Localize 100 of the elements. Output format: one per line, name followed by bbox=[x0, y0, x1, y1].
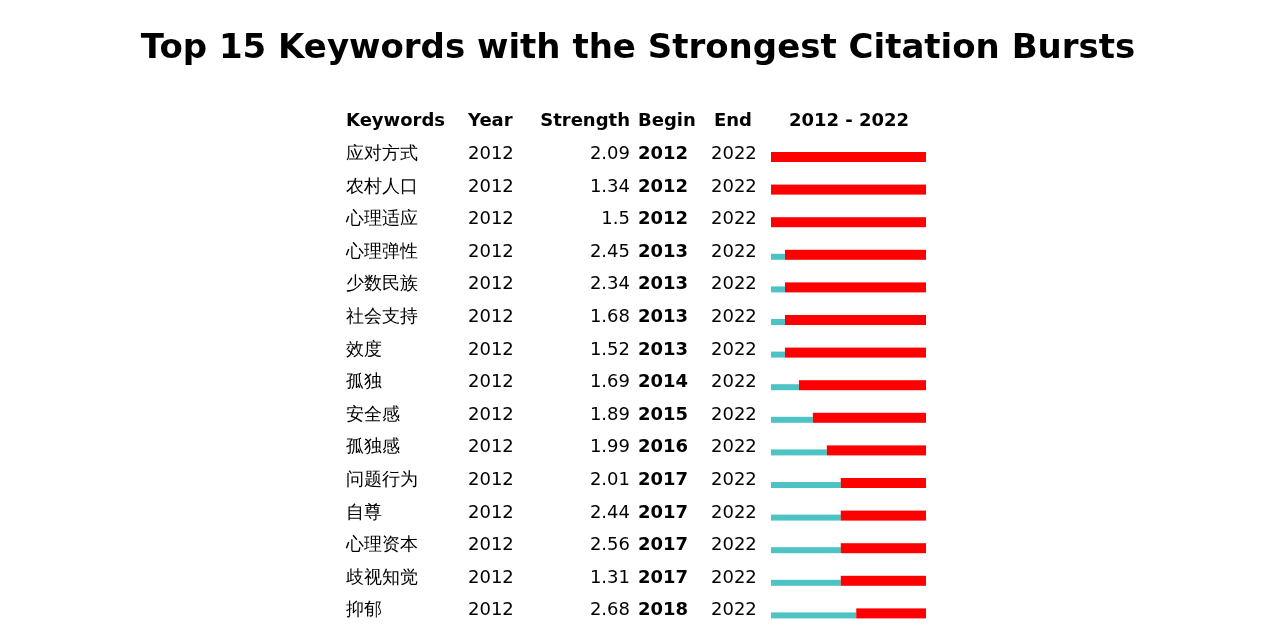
bar bbox=[771, 286, 785, 293]
text: End bbox=[714, 109, 752, 130]
y-tick-label: 心理弹性 bbox=[345, 239, 418, 261]
text: 1.5 bbox=[601, 207, 630, 229]
text: 2017 bbox=[638, 468, 689, 489]
text: 2014 bbox=[638, 370, 689, 392]
text: 2022 bbox=[711, 239, 757, 261]
bar bbox=[784, 315, 926, 325]
text: 2012 bbox=[468, 239, 514, 261]
y-tick-label: 农村人口 bbox=[346, 174, 418, 196]
bar bbox=[840, 510, 926, 521]
text: 2012 bbox=[468, 337, 514, 359]
bar bbox=[840, 478, 926, 488]
bar bbox=[840, 575, 926, 586]
bar bbox=[771, 514, 841, 521]
bar bbox=[771, 612, 857, 619]
y-tick-label: 安全感 bbox=[346, 402, 400, 424]
y-tick-label: 应对方式 bbox=[346, 142, 418, 163]
text: 1.31 bbox=[589, 565, 630, 587]
x-axis-title: 2012 - 2022 bbox=[788, 109, 910, 130]
text: 2022 bbox=[711, 533, 757, 555]
text: 2012 bbox=[638, 174, 689, 196]
text: 1.34 bbox=[589, 174, 630, 196]
text: 2012 bbox=[468, 174, 514, 196]
text: 2012 bbox=[638, 142, 689, 163]
text: 2012 bbox=[468, 533, 514, 555]
text: 1.68 bbox=[589, 305, 630, 326]
text: 2012 bbox=[468, 305, 514, 326]
text: 2022 bbox=[711, 207, 757, 229]
text: 2017 bbox=[638, 565, 689, 587]
text: 2012 bbox=[468, 565, 514, 587]
y-tick-label: 心理适应 bbox=[345, 207, 418, 229]
bar bbox=[771, 579, 841, 586]
text: 2022 bbox=[711, 174, 757, 196]
text: 2012 bbox=[468, 435, 514, 457]
text: 2012 bbox=[468, 468, 514, 489]
text: 2022 bbox=[711, 402, 757, 424]
text: 2017 bbox=[638, 533, 689, 555]
bar bbox=[771, 253, 785, 260]
text: 2015 bbox=[638, 402, 689, 424]
bar bbox=[840, 543, 926, 554]
bar bbox=[771, 449, 827, 456]
y-tick-label: 社会支持 bbox=[346, 305, 418, 326]
text: 2013 bbox=[638, 337, 689, 359]
text: 2022 bbox=[711, 565, 757, 587]
text: 2022 bbox=[711, 370, 757, 392]
text: 2012 bbox=[468, 402, 514, 424]
text: 1.89 bbox=[589, 402, 630, 424]
text: 2012 bbox=[468, 598, 514, 620]
text: 2022 bbox=[711, 468, 757, 489]
y-tick-label: 效度 bbox=[346, 337, 382, 359]
text: 2022 bbox=[711, 435, 757, 457]
bar bbox=[771, 319, 785, 325]
y-tick-label: 抑郁 bbox=[346, 598, 382, 620]
bar bbox=[826, 445, 926, 456]
text: 2022 bbox=[711, 272, 757, 294]
y-tick-label: 心理资本 bbox=[345, 533, 418, 555]
bar bbox=[856, 608, 926, 619]
bar bbox=[771, 416, 813, 423]
y-tick-label: 孤独 bbox=[346, 370, 382, 392]
y-axis-title: Keywords bbox=[346, 109, 446, 130]
bar bbox=[771, 217, 926, 228]
text: 2.44 bbox=[589, 500, 630, 522]
bar bbox=[771, 482, 841, 488]
bar bbox=[784, 249, 926, 260]
text: 2018 bbox=[638, 598, 689, 620]
text: 2012 bbox=[638, 207, 689, 229]
text: 2022 bbox=[711, 142, 757, 163]
y-tick-label: 问题行为 bbox=[346, 468, 418, 489]
text: 2022 bbox=[711, 305, 757, 326]
text: 1.69 bbox=[589, 370, 630, 392]
text: 2.34 bbox=[589, 272, 630, 294]
bar bbox=[784, 347, 926, 358]
text: 2022 bbox=[711, 598, 757, 620]
bar bbox=[771, 152, 926, 162]
bar bbox=[812, 412, 926, 423]
y-tick-label: 少数民族 bbox=[346, 272, 418, 294]
y-tick-label: 自尊 bbox=[346, 500, 382, 522]
text: 1.99 bbox=[589, 435, 630, 457]
text: 2012 bbox=[468, 272, 514, 294]
text: 1.52 bbox=[589, 337, 630, 359]
text: 2012 bbox=[468, 500, 514, 522]
y-tick-label: 孤独感 bbox=[346, 435, 400, 457]
text: Year bbox=[467, 109, 513, 130]
text: 2012 bbox=[468, 207, 514, 229]
bar bbox=[784, 282, 926, 293]
text: Strength bbox=[540, 109, 630, 130]
text: 2013 bbox=[638, 239, 689, 261]
y-tick-label: 歧视知觉 bbox=[346, 565, 418, 587]
bar bbox=[771, 184, 926, 195]
bar bbox=[771, 351, 785, 358]
text: 2.56 bbox=[589, 533, 630, 555]
text: 2017 bbox=[638, 500, 689, 522]
text: 2022 bbox=[711, 337, 757, 359]
text: 2013 bbox=[638, 305, 689, 326]
text: Begin bbox=[638, 109, 696, 130]
bar bbox=[798, 380, 926, 391]
text: 2022 bbox=[711, 500, 757, 522]
text: 2.01 bbox=[589, 468, 630, 489]
text: 2012 bbox=[468, 142, 514, 163]
